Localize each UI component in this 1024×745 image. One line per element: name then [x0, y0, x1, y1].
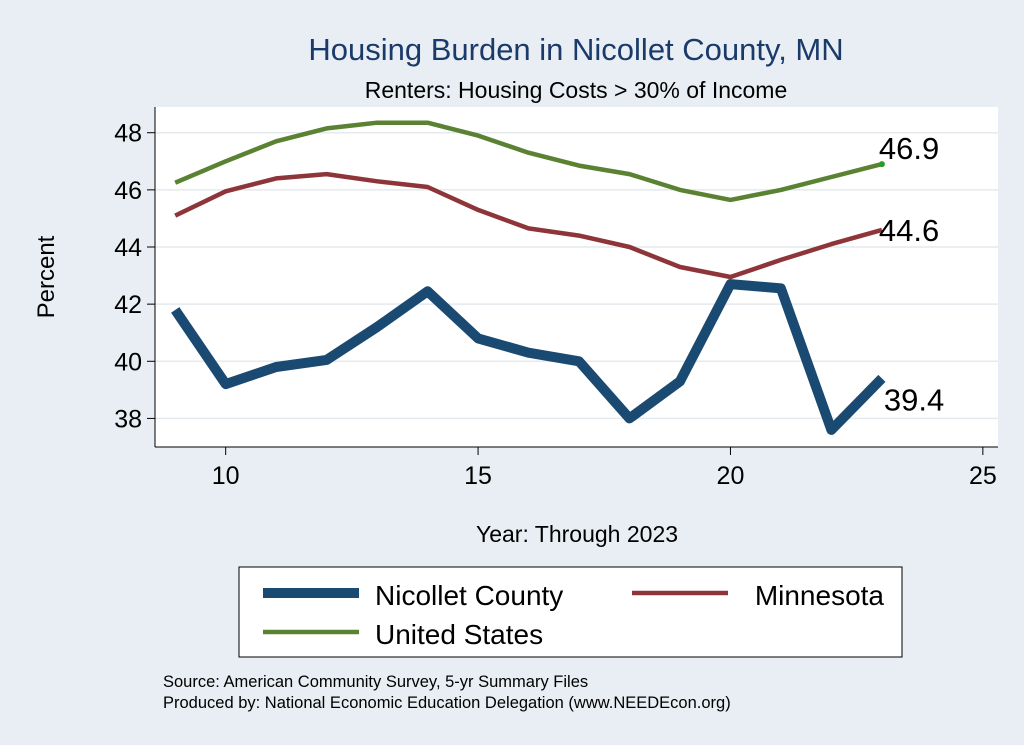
- x-axis-label: Year: Through 2023: [476, 521, 678, 547]
- source-note: Source: American Community Survey, 5-yr …: [163, 673, 588, 691]
- chart-title: Housing Burden in Nicollet County, MN: [308, 32, 843, 67]
- x-tick-label: 20: [717, 462, 745, 490]
- end-label-minnesota: 44.6: [879, 213, 939, 248]
- end-labels: 39.4 44.6 46.9: [878, 131, 944, 417]
- producer-note: Produced by: National Economic Education…: [163, 694, 731, 712]
- legend-label-minnesota: Minnesota: [755, 580, 885, 611]
- legend-box: [238, 566, 903, 658]
- y-axis-label: Percent: [33, 235, 60, 318]
- end-label-nicollet-county: 39.4: [884, 382, 944, 417]
- y-tick-label: 44: [114, 234, 142, 262]
- x-ticks: 10 15 20 25: [212, 447, 997, 490]
- legend-label-united-states: United States: [375, 619, 543, 650]
- x-tick-label: 15: [464, 462, 492, 490]
- y-tick-label: 48: [114, 120, 142, 148]
- y-ticks: 38 40 42 44 46 48: [114, 120, 155, 433]
- y-tick-label: 46: [114, 177, 142, 205]
- x-tick-label: 25: [969, 462, 997, 490]
- series-line-nicollet-county: [171, 279, 886, 435]
- end-label-united-states: 46.9: [879, 131, 939, 166]
- series: [171, 120, 886, 435]
- y-tick-label: 40: [114, 348, 142, 376]
- series-line-united-states: [174, 120, 883, 203]
- series-line-minnesota: [174, 171, 883, 280]
- y-tick-label: 42: [114, 291, 142, 319]
- legend-label-nicollet-county: Nicollet County: [375, 580, 563, 611]
- y-tick-label: 38: [114, 405, 142, 433]
- chart-subtitle: Renters: Housing Costs > 30% of Income: [365, 77, 788, 103]
- legend: Nicollet County Minnesota United States: [238, 566, 903, 658]
- end-point-marker: [878, 161, 885, 168]
- axes: [154, 107, 998, 448]
- x-tick-label: 10: [212, 462, 240, 490]
